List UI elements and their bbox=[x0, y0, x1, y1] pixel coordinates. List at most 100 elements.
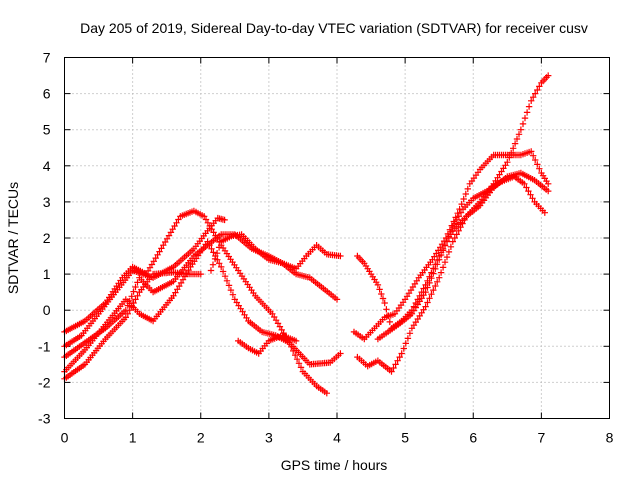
data-point bbox=[453, 216, 461, 224]
data-point bbox=[221, 216, 228, 224]
y-tick-label: 7 bbox=[43, 50, 51, 66]
chart-title: Day 205 of 2019, Sidereal Day-to-day VTE… bbox=[80, 20, 588, 36]
y-tick-label: -3 bbox=[38, 411, 51, 427]
data-point bbox=[521, 180, 528, 187]
data-point bbox=[424, 284, 431, 291]
data-point bbox=[441, 242, 449, 249]
y-tick-label: 6 bbox=[43, 86, 51, 102]
data-point bbox=[441, 259, 449, 266]
data-point bbox=[152, 254, 159, 262]
x-tick-label: 5 bbox=[401, 430, 409, 446]
data-point bbox=[528, 148, 535, 155]
data-point bbox=[337, 252, 344, 260]
data-point bbox=[229, 291, 237, 298]
y-tick-label: -2 bbox=[38, 374, 51, 390]
data-point bbox=[406, 330, 414, 337]
data-points bbox=[61, 72, 552, 397]
data-point bbox=[445, 248, 453, 256]
data-point bbox=[221, 273, 229, 280]
y-tick-label: 3 bbox=[43, 194, 51, 210]
data-point bbox=[337, 350, 344, 357]
x-tick-label: 1 bbox=[129, 430, 137, 446]
data-point bbox=[173, 219, 180, 226]
data-point bbox=[504, 159, 511, 166]
data-point bbox=[225, 282, 233, 289]
data-point bbox=[436, 274, 443, 281]
data-point bbox=[458, 200, 465, 208]
data-point bbox=[208, 245, 215, 252]
data-point bbox=[523, 184, 530, 191]
data-point bbox=[295, 360, 303, 367]
series-sat-f bbox=[207, 231, 344, 274]
data-point bbox=[132, 283, 139, 291]
data-point bbox=[449, 238, 456, 245]
data-point bbox=[437, 251, 445, 259]
data-point bbox=[451, 220, 459, 227]
data-point bbox=[122, 307, 129, 314]
data-point bbox=[529, 195, 536, 202]
data-point bbox=[445, 233, 453, 240]
data-point bbox=[428, 291, 435, 298]
data-point bbox=[422, 288, 429, 296]
data-point bbox=[207, 267, 215, 274]
data-point bbox=[461, 216, 468, 224]
series-sat-c bbox=[61, 269, 204, 382]
x-tick-label: 7 bbox=[537, 430, 545, 446]
data-point bbox=[132, 296, 139, 303]
data-point bbox=[437, 269, 445, 276]
series-sat-g bbox=[235, 332, 300, 357]
x-tick-label: 3 bbox=[265, 430, 273, 446]
data-point bbox=[404, 335, 412, 342]
x-tick-label: 2 bbox=[197, 430, 205, 446]
data-point bbox=[511, 140, 519, 147]
data-point bbox=[541, 209, 548, 216]
data-point bbox=[124, 310, 131, 317]
data-point bbox=[457, 209, 465, 216]
y-tick-label: -1 bbox=[38, 338, 51, 354]
y-tick-label: 2 bbox=[43, 230, 51, 246]
data-point bbox=[534, 161, 541, 168]
data-point bbox=[439, 247, 447, 254]
x-tick-label: 0 bbox=[61, 430, 69, 446]
data-point bbox=[218, 263, 225, 271]
data-point bbox=[525, 103, 533, 110]
data-point bbox=[323, 390, 330, 397]
data-point bbox=[388, 368, 395, 375]
series-sat-e bbox=[61, 238, 344, 375]
data-point bbox=[459, 220, 466, 227]
data-point bbox=[453, 231, 460, 238]
data-point bbox=[209, 261, 217, 268]
data-point bbox=[462, 190, 469, 198]
data-point bbox=[436, 256, 443, 263]
data-point bbox=[430, 270, 437, 277]
data-point bbox=[390, 364, 397, 372]
data-point bbox=[521, 114, 529, 122]
data-point bbox=[439, 264, 447, 271]
y-tick-label: 5 bbox=[43, 122, 51, 138]
data-point bbox=[392, 361, 399, 368]
data-point bbox=[376, 286, 383, 293]
data-point bbox=[378, 290, 385, 298]
data-point bbox=[432, 265, 439, 273]
data-point bbox=[536, 165, 543, 172]
y-axis-label: SDTVAR / TECUs bbox=[5, 182, 21, 294]
data-point bbox=[383, 306, 390, 313]
data-point bbox=[210, 249, 217, 256]
data-point bbox=[130, 288, 137, 295]
data-point bbox=[396, 353, 403, 361]
data-point bbox=[432, 282, 439, 290]
data-point bbox=[443, 253, 451, 261]
data-point bbox=[202, 216, 210, 223]
data-point bbox=[510, 145, 517, 152]
data-point bbox=[211, 255, 219, 263]
data-point bbox=[460, 195, 467, 203]
series-sat-k bbox=[374, 173, 548, 343]
data-point bbox=[455, 213, 463, 220]
data-point bbox=[530, 94, 537, 101]
data-point bbox=[534, 86, 541, 94]
data-point bbox=[379, 295, 387, 302]
data-point bbox=[506, 154, 513, 161]
data-point bbox=[443, 237, 451, 245]
data-point bbox=[442, 234, 450, 242]
data-point bbox=[536, 83, 543, 90]
